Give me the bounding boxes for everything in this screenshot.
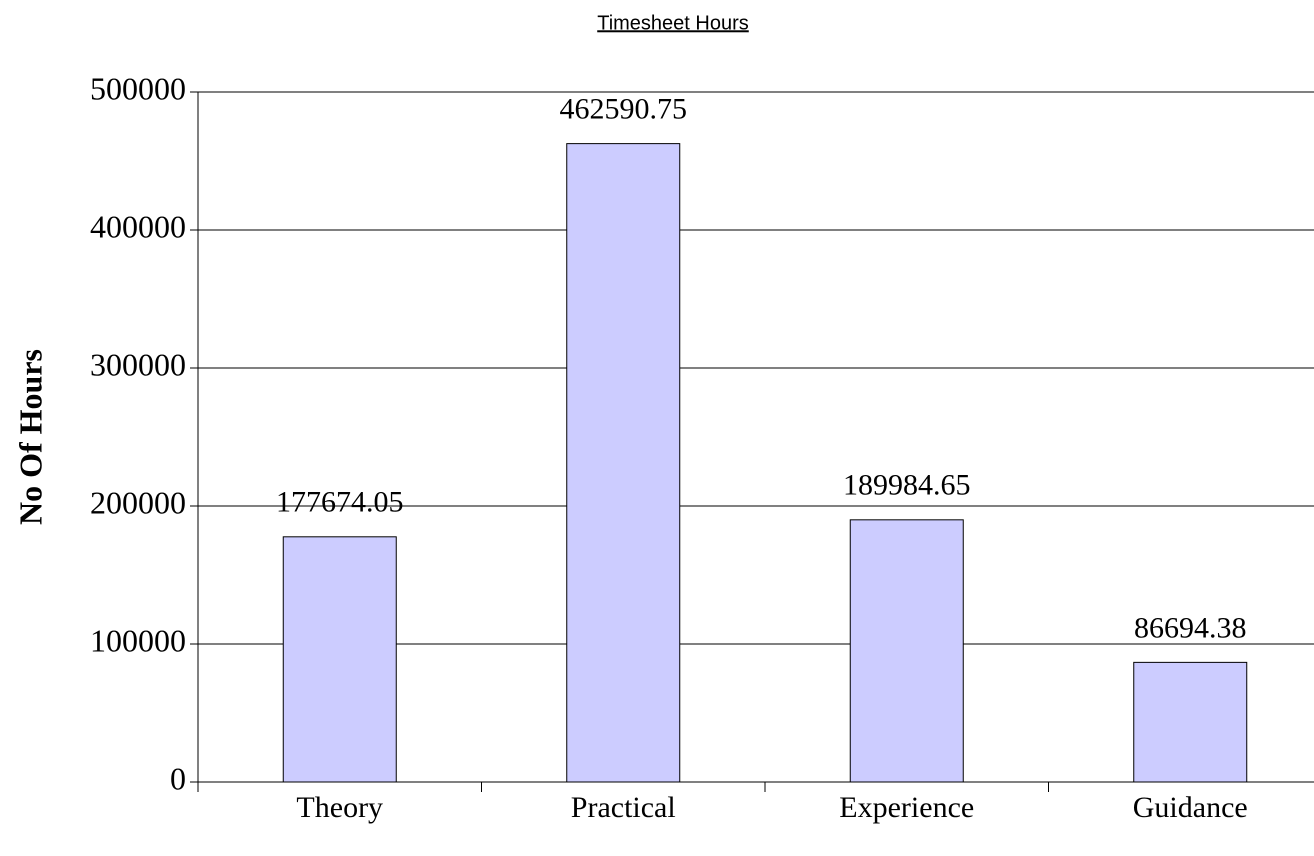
y-tick-label: 500000 <box>90 70 186 106</box>
bar <box>849 519 964 783</box>
y-tick-label: 300000 <box>90 346 186 382</box>
bar <box>282 536 397 783</box>
x-tick-label: Theory <box>296 791 383 824</box>
bar <box>566 143 681 783</box>
x-tick-label: Practical <box>571 791 676 824</box>
x-tick-label: Guidance <box>1133 791 1248 824</box>
data-label: 177674.05 <box>276 486 404 519</box>
y-tick-label: 0 <box>170 760 186 796</box>
data-label: 86694.38 <box>1134 611 1247 644</box>
y-tick-label: 400000 <box>90 208 186 244</box>
y-axis-label: No Of Hours <box>12 349 48 525</box>
x-tick-label: Experience <box>839 791 974 824</box>
chart-title: Timesheet Hours <box>597 12 749 34</box>
bar <box>1133 661 1248 783</box>
y-tick-label: 200000 <box>90 484 186 520</box>
data-label: 189984.65 <box>843 469 971 502</box>
data-label: 462590.75 <box>560 93 688 126</box>
y-tick-label: 100000 <box>90 622 186 658</box>
